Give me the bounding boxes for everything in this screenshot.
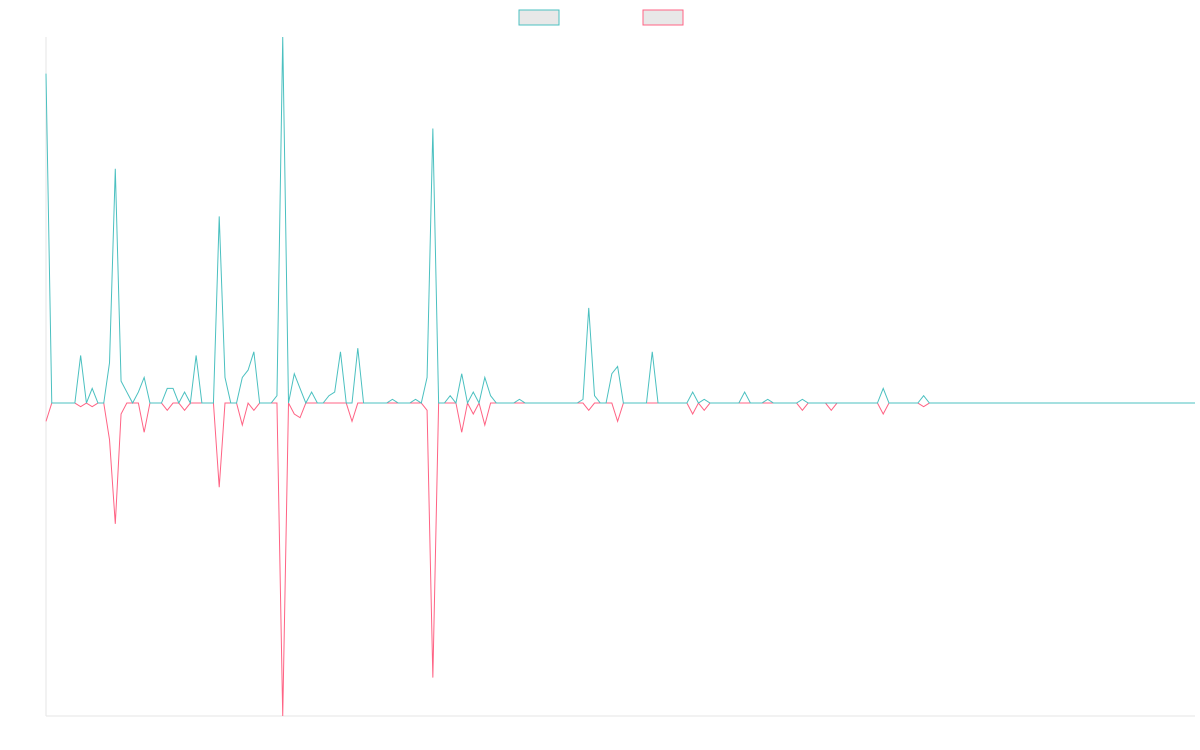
legend-swatch[interactable] <box>642 9 684 26</box>
legend-swatch[interactable] <box>518 9 560 26</box>
series-line <box>45 401 1195 717</box>
series-line <box>45 36 1195 405</box>
